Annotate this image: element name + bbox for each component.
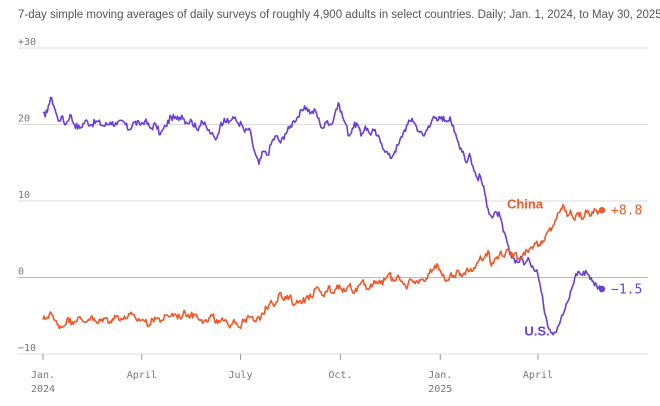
y-tick-label: 10	[18, 190, 30, 201]
series-end-value-u-s: −1.5	[611, 282, 642, 297]
x-tick-label: April	[127, 370, 157, 381]
series-label-china: China	[507, 197, 544, 212]
series-layer	[42, 96, 606, 336]
x-tick-label: Jan.	[428, 370, 452, 381]
chart-subtitle: 7-day simple moving averages of daily su…	[18, 9, 660, 21]
x-tick-year-label: 2025	[428, 384, 452, 395]
grid-layer: +30 20 10 0 −10	[18, 37, 648, 355]
y-tick-label: −10	[18, 343, 36, 354]
y-tick-label: 20	[18, 114, 30, 125]
x-axis-ticks: Jan. 2024 April July Oct. Jan. 2025 April	[31, 354, 553, 395]
x-tick-label: Oct.	[328, 370, 352, 381]
y-tick-label: 0	[18, 267, 24, 278]
x-tick-label: April	[523, 370, 553, 381]
series-line-u-s	[42, 96, 603, 336]
x-tick-label: Jan.	[31, 370, 55, 381]
series-line-china	[42, 204, 603, 330]
x-tick-year-label: 2024	[31, 384, 55, 395]
series-end-value-china: +8.8	[611, 204, 642, 219]
series-labels: −1.5 +8.8 U.S. China	[507, 197, 642, 339]
series-label-us: U.S.	[524, 324, 549, 339]
series-end-dot-china	[598, 206, 606, 214]
y-tick-label: +30	[18, 37, 36, 48]
series-end-dot-u-s	[598, 285, 606, 293]
x-tick-label: July	[229, 370, 253, 381]
